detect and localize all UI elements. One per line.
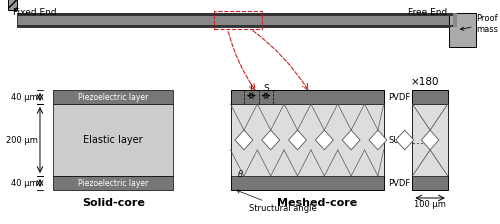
Bar	[17, 13, 458, 15]
Text: PVDF: PVDF	[388, 179, 410, 187]
Text: Proof
mass: Proof mass	[460, 14, 498, 34]
Bar	[230, 90, 384, 190]
Bar	[54, 176, 173, 190]
Text: Solid-core: Solid-core	[82, 198, 144, 208]
Polygon shape	[369, 130, 387, 150]
Bar	[412, 90, 448, 190]
Text: PVDF: PVDF	[388, 93, 410, 101]
Polygon shape	[422, 130, 439, 150]
Bar	[230, 90, 384, 104]
Text: SU-8: SU-8	[388, 136, 408, 144]
Polygon shape	[235, 130, 253, 150]
Text: Structural angle: Structural angle	[236, 190, 317, 213]
Text: Free End: Free End	[408, 8, 447, 17]
Text: Piezoelectric layer: Piezoelectric layer	[78, 93, 148, 101]
Bar	[8, 0, 17, 10]
Text: ×180: ×180	[410, 77, 439, 87]
Polygon shape	[316, 130, 334, 150]
Text: 40 μm: 40 μm	[12, 93, 38, 101]
Bar	[214, 11, 262, 29]
Text: L: L	[249, 84, 254, 93]
Polygon shape	[288, 130, 306, 150]
Bar	[412, 90, 448, 104]
Bar	[17, 24, 458, 27]
Polygon shape	[342, 130, 360, 150]
Text: 100 μm: 100 μm	[414, 200, 446, 209]
Bar	[230, 176, 384, 190]
Text: 40 μm: 40 μm	[12, 179, 38, 187]
Bar	[17, 13, 458, 27]
Text: .....: .....	[404, 134, 424, 146]
Text: Piezoelectric layer: Piezoelectric layer	[78, 179, 148, 187]
Text: Meshed-core: Meshed-core	[276, 198, 357, 208]
Bar	[412, 176, 448, 190]
Text: Elastic layer: Elastic layer	[84, 135, 143, 145]
Text: 200 μm: 200 μm	[6, 136, 38, 144]
Bar	[449, 13, 475, 47]
Bar	[412, 104, 448, 176]
Bar	[54, 104, 173, 176]
Bar	[230, 104, 384, 176]
Text: θ: θ	[238, 170, 244, 179]
Bar	[452, 13, 458, 27]
Polygon shape	[262, 130, 280, 150]
Text: Fixed End: Fixed End	[13, 8, 57, 17]
Polygon shape	[396, 130, 413, 150]
Bar	[54, 90, 173, 104]
Text: S: S	[263, 84, 269, 93]
